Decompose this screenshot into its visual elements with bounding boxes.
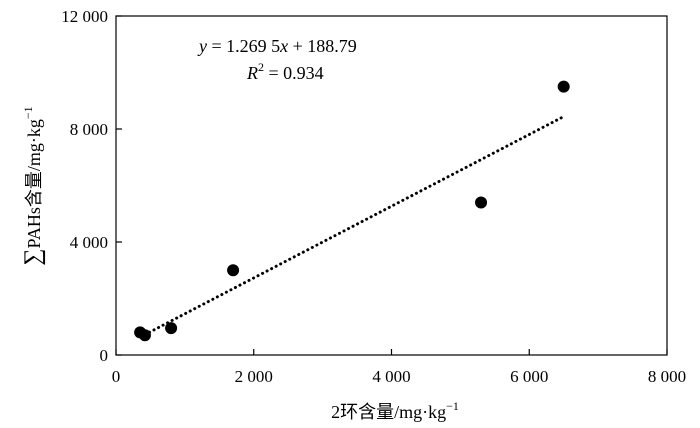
x-axis: 0 2 000 4 000 6 000 8 000	[112, 349, 686, 386]
equation-y-var: y	[197, 36, 207, 56]
y-tick-label: 4 000	[70, 233, 108, 252]
x-tick-label: 8 000	[648, 367, 686, 386]
x-tick-label: 6 000	[510, 367, 548, 386]
x-tick-label: 0	[112, 367, 121, 386]
data-point	[557, 80, 570, 93]
y-axis-title-group: ∑PAHs含量/mg·kg−1	[20, 106, 46, 265]
r-squared-exponent: 2	[258, 60, 264, 74]
equation-slope: = 1.269 5	[207, 36, 280, 56]
x-tick-label: 4 000	[372, 367, 410, 386]
plot-area	[115, 15, 668, 356]
y-axis-title: ∑PAHs含量/mg·kg−1	[20, 106, 46, 265]
data-point	[165, 322, 178, 335]
r-squared-symbol: R	[246, 63, 258, 83]
data-point	[475, 196, 488, 209]
x-axis-title-main: 2环含量/mg·kg	[331, 402, 446, 422]
r-squared-value: = 0.934	[264, 63, 324, 83]
y-tick-label: 0	[100, 346, 109, 365]
x-axis-title: 2环含量/mg·kg−1	[331, 399, 459, 422]
trendline-path	[143, 115, 566, 337]
x-axis-title-exponent: −1	[446, 399, 459, 413]
data-point	[227, 264, 240, 277]
equation-intercept: + 188.79	[288, 36, 357, 56]
y-axis-title-main: PAHs含量/mg·kg	[24, 119, 44, 248]
equation-label: y = 1.269 5x + 188.79	[197, 36, 357, 56]
data-point	[138, 329, 151, 342]
data-points	[134, 80, 570, 342]
trendline	[143, 115, 566, 337]
y-tick-label: 8 000	[70, 120, 108, 139]
y-axis-title-exponent: −1	[21, 106, 35, 119]
y-axis-title-sigma: ∑	[20, 249, 46, 266]
x-tick-label: 2 000	[235, 367, 273, 386]
y-axis: 0 4 000 8 000 12 000	[61, 7, 122, 365]
equation-x-var: x	[279, 36, 288, 56]
r-squared-label: R2 = 0.934	[246, 60, 324, 83]
y-tick-label: 12 000	[61, 7, 108, 26]
